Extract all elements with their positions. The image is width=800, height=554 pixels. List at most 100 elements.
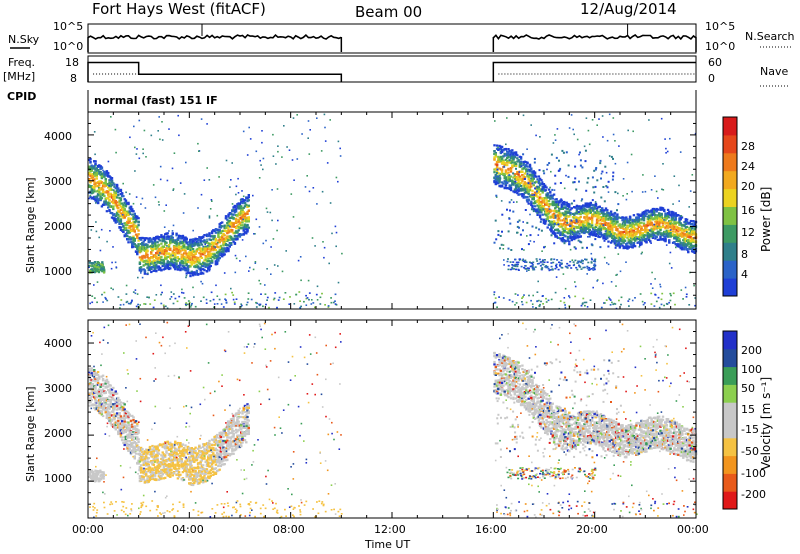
scatter-cell xyxy=(557,230,561,233)
scatter-cell xyxy=(234,230,238,233)
scatter-cell xyxy=(644,229,647,232)
scatter-cell xyxy=(158,239,162,242)
scatter-cell xyxy=(179,240,182,243)
scatter-cell xyxy=(157,236,161,239)
scatter-cell xyxy=(191,258,195,261)
scatter-cell xyxy=(536,200,539,203)
scatter-cell xyxy=(528,195,532,198)
scatter-cell xyxy=(493,241,496,244)
scatter-cell xyxy=(122,216,125,219)
scatter-cell xyxy=(589,207,592,210)
scatter-cell xyxy=(521,301,523,303)
scatter-cell xyxy=(589,209,592,213)
scatter-cell xyxy=(688,304,691,306)
scatter-cell xyxy=(134,221,137,224)
scatter-cell xyxy=(635,232,638,235)
scatter-cell xyxy=(576,236,580,239)
cpid-label: CPID xyxy=(7,90,36,103)
scatter-cell xyxy=(170,296,173,298)
scatter-cell xyxy=(524,209,527,211)
scatter-cell xyxy=(153,255,157,258)
scatter-cell xyxy=(545,198,548,201)
scatter-cell xyxy=(136,215,139,218)
scatter-cell xyxy=(190,261,193,264)
scatter-cell xyxy=(105,298,107,300)
scatter-cell xyxy=(679,151,682,153)
scatter-cell xyxy=(234,221,238,224)
scatter-cell xyxy=(635,231,638,234)
scatter-cell xyxy=(270,273,272,275)
scatter-cell xyxy=(152,266,155,269)
scatter-cell xyxy=(530,200,533,203)
scatter-cell xyxy=(560,213,563,216)
scatter-cell xyxy=(162,304,165,307)
scatter-cell xyxy=(582,223,585,226)
scatter-cell xyxy=(172,254,174,257)
scatter-cell xyxy=(618,223,622,226)
scatter-cell xyxy=(506,150,509,153)
scatter-cell xyxy=(128,207,131,210)
scatter-cell xyxy=(568,210,571,213)
scatter-cell xyxy=(511,179,514,182)
scatter-cell xyxy=(126,223,129,226)
scatter-cell xyxy=(221,255,224,258)
scatter-cell xyxy=(565,217,567,220)
scatter-cell xyxy=(574,281,576,283)
scatter-cell xyxy=(166,264,169,266)
scatter-cell xyxy=(205,240,209,243)
scatter-cell xyxy=(653,305,656,307)
scatter-cell xyxy=(108,195,111,198)
scatter-cell xyxy=(622,241,625,244)
scatter-cell xyxy=(538,196,542,199)
scatter-cell xyxy=(528,165,532,168)
scatter-cell xyxy=(622,238,625,241)
scatter-cell xyxy=(498,147,501,150)
freq-line xyxy=(492,61,696,82)
scatter-cell xyxy=(166,179,169,182)
scatter-cell xyxy=(242,195,245,198)
scatter-cell xyxy=(528,182,532,185)
scatter-cell xyxy=(109,205,112,208)
scatter-cell xyxy=(183,262,186,265)
scatter-cell xyxy=(646,209,649,212)
scatter-cell xyxy=(635,238,638,241)
scatter-cell xyxy=(301,133,303,135)
scatter-cell xyxy=(598,205,601,208)
scatter-cell xyxy=(618,243,622,246)
scatter-cell xyxy=(229,186,231,188)
scatter-cell xyxy=(516,170,519,174)
scatter-cell xyxy=(164,233,167,236)
scatter-cell xyxy=(590,216,594,219)
scatter-cell xyxy=(612,218,614,220)
scatter-cell xyxy=(648,239,650,241)
scatter-cell xyxy=(631,226,634,229)
scatter-cell xyxy=(89,157,92,160)
scatter-cell xyxy=(161,139,164,141)
scatter-cell xyxy=(500,168,504,171)
scatter-cell xyxy=(309,129,311,131)
scatter-cell xyxy=(494,219,497,222)
scatter-cell xyxy=(565,218,568,221)
scatter-cell xyxy=(618,236,622,239)
scatter-cell xyxy=(689,190,692,192)
scatter-cell xyxy=(165,252,168,255)
scatter-cell xyxy=(295,293,297,296)
scatter-cell xyxy=(153,259,157,262)
scatter-cell xyxy=(200,243,204,246)
scatter-cell xyxy=(537,202,541,205)
scatter-cell xyxy=(544,208,547,211)
scatter-cell xyxy=(626,221,629,224)
scatter-cell xyxy=(181,235,185,239)
scatter-cell xyxy=(493,171,496,174)
scatter-cell xyxy=(590,243,593,246)
scatter-cell xyxy=(265,239,267,242)
scatter-cell xyxy=(573,226,576,229)
scatter-cell xyxy=(196,238,200,241)
scatter-cell xyxy=(110,184,114,187)
scatter-cell xyxy=(161,250,164,253)
scatter-cell xyxy=(545,201,548,204)
scatter-cell xyxy=(514,162,518,166)
scatter-cell xyxy=(146,250,149,253)
scatter-cell xyxy=(234,238,238,241)
scatter-cell xyxy=(202,261,205,264)
